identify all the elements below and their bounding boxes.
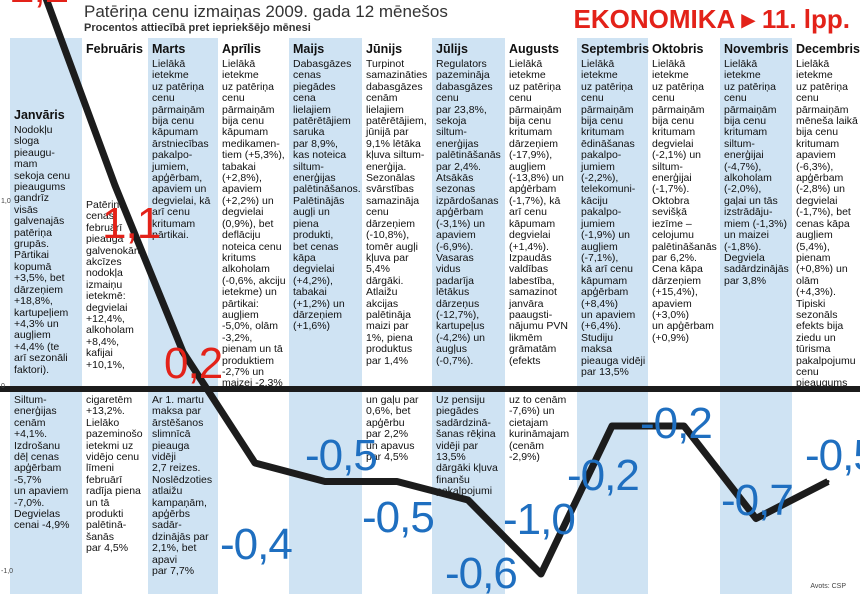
value-label: -0,5 (805, 430, 860, 480)
month-column (577, 38, 648, 594)
data-point (323, 480, 327, 483)
y-tick-label: 1,0 (1, 198, 11, 205)
data-point (466, 498, 470, 502)
data-point (395, 480, 399, 483)
month-description-continued: Siltum- enerģijas cenām +4,1%. Izdrošanu… (14, 394, 70, 532)
month-description-continued: Uz pensiju piegādes sadārdzinā- šanas rē… (436, 394, 498, 498)
month-heading: Aprīlis (222, 42, 261, 56)
value-label: 0,2 (164, 339, 223, 388)
value-label: -0,6 (445, 549, 518, 594)
value-label: -0,2 (567, 451, 640, 500)
month-heading: Februāris (86, 42, 143, 56)
value-label: -0,5 (362, 492, 435, 542)
month-column (148, 38, 218, 594)
month-heading: Oktobris (652, 42, 704, 56)
month-column (289, 38, 362, 594)
y-tick-label: 0 (1, 383, 5, 390)
month-description-continued: Ar 1. martu maksa par ārstēšanos slimnīc… (152, 394, 213, 578)
month-description: Lielākā ietekme uz patēriņa cenu pārmaiņ… (652, 58, 717, 344)
value-label: -0,4 (220, 520, 293, 569)
month-column (362, 38, 432, 594)
cpi-line (42, 0, 830, 578)
month-heading: Septembris (581, 42, 650, 56)
month-heading: Marts (152, 42, 186, 56)
month-description: Lielākā ietekme uz patēriņa cenu pārmaiņ… (222, 58, 286, 390)
month-heading: Decembris (796, 42, 860, 56)
month-description: Dabasgāzes cenas piegādes cena lielajiem… (293, 58, 361, 333)
month-column (720, 38, 792, 594)
month-description: Lielākā ietekme uz patēriņa cenu pārmaiņ… (152, 58, 211, 242)
value-label: 1,1 (102, 198, 161, 248)
month-description: Lielākā ietekme uz patēriņa cenu pārmaiņ… (724, 58, 789, 287)
data-point (181, 350, 185, 354)
month-heading: Novembris (724, 42, 789, 56)
month-heading: Augusts (509, 42, 559, 56)
month-column (792, 38, 860, 594)
value-label: -0,2 (640, 399, 713, 448)
data-point (754, 517, 758, 520)
month-heading: Maijs (293, 42, 325, 56)
month-description-continued: uz to cenām -7,6%) un cietajam kurināmaj… (509, 394, 570, 464)
month-description: Regulators pazemināja dabasgāzes cenu pa… (436, 58, 501, 367)
month-description: Turpinot samazināties dabasgāzes cenām l… (366, 58, 428, 367)
month-column (648, 38, 720, 594)
month-heading: Janvāris (14, 108, 65, 122)
month-description: Nodokļu sloga pieaugu- mam sekoja cenu p… (14, 124, 71, 376)
source-note: Avots: CSP (810, 583, 846, 590)
value-label: -0,7 (721, 475, 794, 525)
month-description-continued: un gaļu par 0,6%, bet apģērbu par 2,2% u… (366, 394, 419, 464)
month-column (218, 38, 289, 594)
value-label: -1,0 (503, 495, 576, 544)
month-description: Lielākā ietekme uz patēriņa cenu pārmaiņ… (509, 58, 568, 367)
month-column (10, 38, 82, 594)
chart-subtitle: Procentos attiecībā pret iepriekšējo mēn… (84, 22, 311, 34)
month-description: Patēriņa cenas februārī pieauga galvenok… (86, 199, 141, 371)
month-heading: Jūnijs (366, 42, 403, 56)
value-label: -0,5 (305, 430, 378, 480)
data-point (826, 480, 830, 483)
month-description-continued: cigaretēm +13,2%. Lielāko pazeminošo iet… (86, 394, 143, 555)
header: Patēriņa cenu izmaiņas 2009. gada 12 mēn… (0, 0, 860, 38)
month-column (505, 38, 577, 594)
data-point (682, 424, 686, 428)
section-link[interactable]: EKONOMIKA ▸ 11. lpp. (573, 4, 850, 34)
y-tick-label: -1,0 (1, 568, 14, 575)
data-point (113, 184, 117, 187)
chart-title: Patēriņa cenu izmaiņas 2009. gada 12 mēn… (84, 2, 448, 21)
month-description: Lielākā ietekme uz patēriņa cenu pārmaiņ… (581, 58, 646, 378)
data-point (539, 572, 543, 576)
month-heading: Jūlijs (436, 42, 468, 56)
data-point (610, 424, 614, 428)
data-point (253, 461, 257, 465)
month-description: Lielākā ietekme uz patēriņa cenu pārmaiņ… (796, 58, 858, 390)
value-label: 2,2 (10, 0, 69, 10)
